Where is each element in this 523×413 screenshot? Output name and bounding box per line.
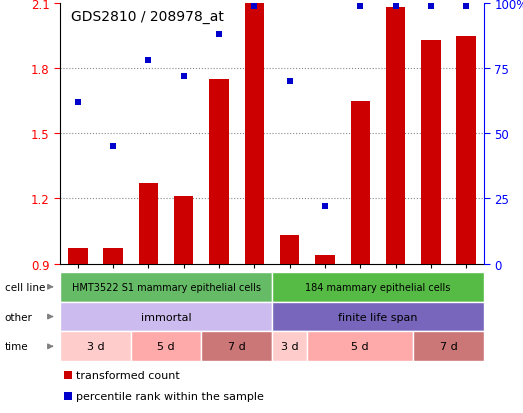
- Text: 3 d: 3 d: [281, 342, 299, 351]
- Bar: [386, 8, 405, 264]
- Text: 5 d: 5 d: [351, 342, 369, 351]
- Bar: [174, 197, 194, 264]
- Bar: [315, 255, 335, 264]
- Text: time: time: [5, 342, 28, 351]
- Text: percentile rank within the sample: percentile rank within the sample: [76, 391, 264, 401]
- Bar: [421, 41, 440, 264]
- Bar: [131, 332, 201, 361]
- Bar: [280, 236, 299, 264]
- Bar: [60, 302, 272, 332]
- Text: GDS2810 / 208978_at: GDS2810 / 208978_at: [71, 10, 223, 24]
- Text: 184 mammary epithelial cells: 184 mammary epithelial cells: [305, 282, 450, 292]
- Bar: [350, 102, 370, 264]
- Bar: [457, 37, 476, 264]
- Point: [356, 3, 365, 10]
- Point: [321, 204, 329, 210]
- Text: 5 d: 5 d: [157, 342, 175, 351]
- Bar: [104, 249, 123, 264]
- Bar: [272, 272, 484, 302]
- Bar: [209, 80, 229, 264]
- Bar: [307, 332, 413, 361]
- Text: immortal: immortal: [141, 312, 191, 322]
- Point: [144, 58, 153, 64]
- Point: [179, 74, 188, 80]
- Bar: [272, 332, 307, 361]
- Bar: [60, 272, 272, 302]
- Text: HMT3522 S1 mammary epithelial cells: HMT3522 S1 mammary epithelial cells: [72, 282, 260, 292]
- Bar: [413, 332, 484, 361]
- Point: [391, 3, 400, 10]
- Point: [250, 3, 258, 10]
- Text: transformed count: transformed count: [76, 370, 180, 380]
- Point: [215, 32, 223, 38]
- Text: other: other: [5, 312, 32, 322]
- Text: finite life span: finite life span: [338, 312, 418, 322]
- Bar: [245, 4, 264, 264]
- Text: cell line: cell line: [5, 282, 45, 292]
- Point: [427, 3, 435, 10]
- Text: 3 d: 3 d: [87, 342, 104, 351]
- Bar: [139, 184, 158, 264]
- Bar: [60, 332, 131, 361]
- Point: [109, 144, 117, 150]
- Point: [286, 79, 294, 85]
- Text: 7 d: 7 d: [228, 342, 245, 351]
- Point: [63, 371, 72, 378]
- Bar: [272, 302, 484, 332]
- Point: [63, 392, 72, 399]
- Bar: [68, 249, 87, 264]
- Point: [462, 3, 470, 10]
- Point: [74, 100, 82, 106]
- Text: 7 d: 7 d: [440, 342, 457, 351]
- Bar: [201, 332, 272, 361]
